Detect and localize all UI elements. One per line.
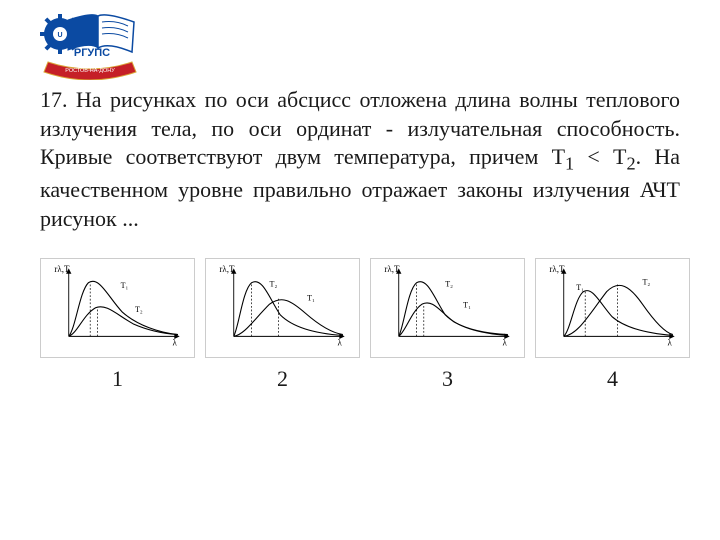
chart-number-2: 2 — [205, 366, 360, 392]
chart-cell-2: rλ,T λ T₂ T₁ 2 — [205, 258, 360, 392]
xlabel: λ — [668, 337, 673, 347]
label-4-t1: T₁ — [576, 282, 584, 291]
curve-2-t1 — [234, 299, 343, 336]
question-text: 17. На рисунках по оси абсцисс отложена … — [40, 86, 680, 234]
chart-cell-1: rλ,T λ T₁ T₂ 1 — [40, 258, 195, 392]
charts-row: rλ,T λ T₁ T₂ 1 rλ, — [40, 258, 680, 392]
chart-cell-4: rλ,T λ T₁ T₂ 4 — [535, 258, 690, 392]
curve-3-t1 — [399, 302, 508, 335]
xlabel: λ — [503, 337, 508, 347]
q-lt: < Т — [574, 144, 626, 169]
svg-text:U: U — [57, 32, 62, 39]
curve-4-t1 — [564, 290, 673, 336]
org-logo: U РГУПС РОСТОВ-НА-ДОНУ — [40, 10, 140, 80]
q-sub2: 2 — [626, 154, 635, 174]
chart-1: rλ,T λ T₁ T₂ — [40, 258, 195, 358]
logo-ribbon: РГУПС РОСТОВ-НА-ДОНУ — [44, 46, 136, 80]
label-1-t2: T₂ — [135, 305, 143, 314]
chart-number-1: 1 — [40, 366, 195, 392]
chart-3: rλ,T λ T₂ T₁ — [370, 258, 525, 358]
page-root: U РГУПС РОСТОВ-НА-ДОНУ 17. На рисунках п… — [0, 0, 720, 422]
xlabel: λ — [338, 337, 343, 347]
logo-org-short: РГУПС — [74, 47, 110, 59]
label-1-t1: T₁ — [121, 281, 129, 290]
chart-4: rλ,T λ T₁ T₂ — [535, 258, 690, 358]
label-3-t1: T₁ — [463, 300, 471, 309]
label-2-t2: T₂ — [270, 279, 278, 288]
label-3-t2: T₂ — [445, 279, 453, 288]
label-2-t1: T₁ — [307, 293, 315, 302]
label-4-t2: T₂ — [642, 277, 650, 286]
chart-2: rλ,T λ T₂ T₁ — [205, 258, 360, 358]
chart-number-3: 3 — [370, 366, 525, 392]
curve-4-t2 — [564, 285, 673, 336]
xlabel: λ — [173, 337, 178, 347]
q-sub1: 1 — [565, 154, 574, 174]
chart-cell-3: rλ,T λ T₂ T₁ 3 — [370, 258, 525, 392]
chart-number-4: 4 — [535, 366, 690, 392]
curve-3-t2 — [399, 281, 508, 336]
logo-city: РОСТОВ-НА-ДОНУ — [65, 68, 115, 74]
